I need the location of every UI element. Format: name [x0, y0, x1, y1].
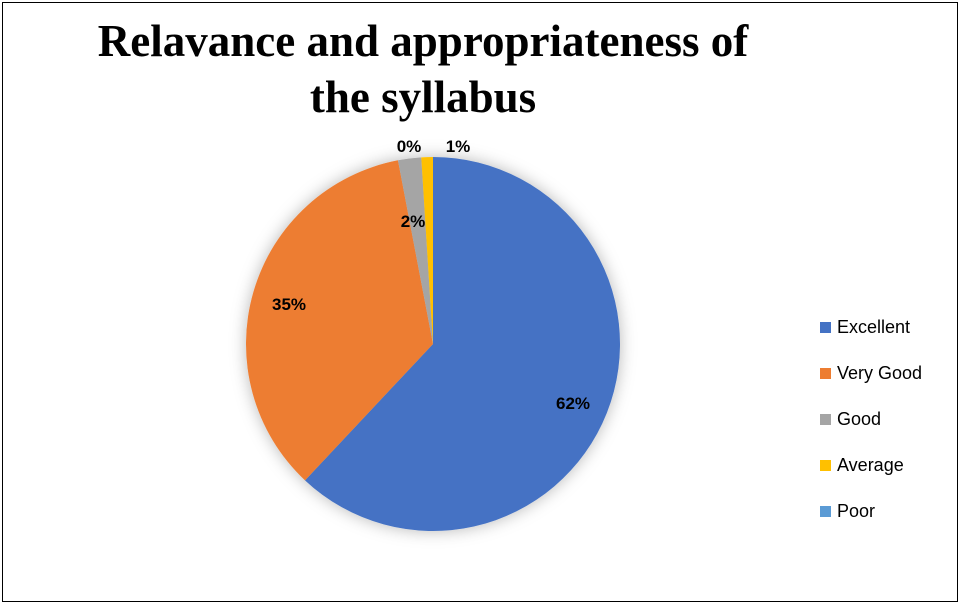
- data-label-very-good: 35%: [272, 295, 306, 314]
- pie-slices: [246, 157, 621, 532]
- pie-data-labels: 62% 35% 2% 1% 0%: [272, 137, 590, 413]
- chart-title: Relavance and appropriateness of the syl…: [97, 16, 749, 122]
- legend-item-average: Average: [820, 454, 922, 477]
- legend-item-excellent: Excellent: [820, 316, 922, 339]
- pie-slice-very-good: [246, 160, 433, 481]
- legend-item-good: Good: [820, 408, 922, 431]
- chart-legend: Excellent Very Good Good Average Poor: [820, 316, 922, 546]
- pie-slice-good: [397, 157, 433, 344]
- legend-label-very-good: Very Good: [837, 363, 923, 383]
- data-label-good: 2%: [401, 212, 426, 231]
- legend-label-poor: Poor: [837, 501, 876, 521]
- legend-label-excellent: Excellent: [837, 317, 911, 337]
- legend-swatch-poor: [820, 506, 831, 517]
- data-label-average: 1%: [446, 137, 471, 156]
- legend-swatch-excellent: [820, 322, 831, 333]
- legend-label-average: Average: [837, 455, 904, 475]
- legend-swatch-good: [820, 414, 831, 425]
- legend-swatch-average: [820, 460, 831, 471]
- legend-swatch-very-good: [820, 368, 831, 379]
- data-label-poor: 0%: [397, 137, 422, 156]
- pie-slice-average: [421, 157, 433, 344]
- legend-label-good: Good: [837, 409, 882, 429]
- legend-item-very-good: Very Good: [820, 362, 922, 385]
- legend-item-poor: Poor: [820, 500, 922, 523]
- data-label-excellent: 62%: [556, 394, 590, 413]
- pie-slice-excellent: [304, 157, 621, 532]
